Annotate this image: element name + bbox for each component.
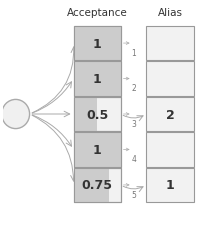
Text: 1: 1 [93,37,101,50]
Bar [73,133,121,167]
Bar [147,97,194,132]
Bar [147,27,194,61]
Bar [73,168,121,202]
Bar [73,62,121,96]
Text: 2: 2 [131,84,136,93]
Text: Alias: Alias [158,8,183,18]
Circle shape [2,100,29,129]
Text: 1: 1 [166,179,174,192]
Bar [147,133,194,167]
Bar [73,133,121,167]
Text: 0.5: 0.5 [86,108,108,121]
Text: 0.75: 0.75 [82,179,113,192]
Bar [73,62,121,96]
Bar [73,27,121,61]
Text: 1: 1 [131,49,136,58]
Bar [73,97,121,132]
Text: 1: 1 [93,143,101,156]
Bar [73,97,121,132]
Text: 4: 4 [131,155,136,164]
Bar [73,168,109,202]
Text: 3: 3 [131,119,136,128]
Bar [147,62,194,96]
Text: 5: 5 [131,190,136,199]
Bar [73,27,121,61]
Text: 1: 1 [93,73,101,86]
Bar [73,62,121,96]
Bar [147,168,194,202]
Text: 2: 2 [166,108,174,121]
Bar [73,168,121,202]
Bar [73,27,121,61]
Bar [73,133,121,167]
Text: Acceptance: Acceptance [67,8,128,18]
Bar [73,97,97,132]
